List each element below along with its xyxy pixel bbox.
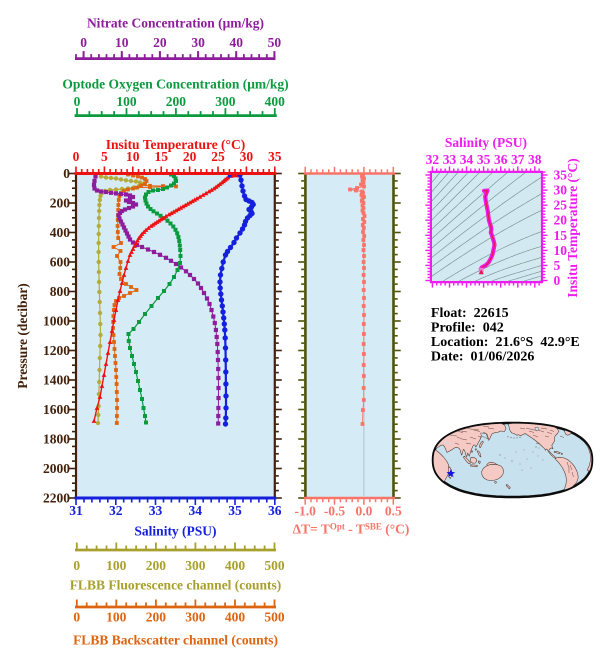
svg-text:0.0: 0.0 — [355, 504, 372, 519]
svg-text:Nitrate Concentration (μm/kg): Nitrate Concentration (μm/kg) — [87, 16, 264, 31]
svg-text:0: 0 — [80, 35, 87, 50]
svg-text:2200: 2200 — [43, 491, 70, 506]
svg-text:Pressure (decibar): Pressure (decibar) — [15, 283, 30, 389]
svg-text:100: 100 — [106, 610, 127, 625]
svg-text:34: 34 — [460, 152, 474, 167]
svg-text:Insitu Temperature (°C): Insitu Temperature (°C) — [565, 158, 580, 297]
svg-text:5: 5 — [554, 258, 561, 273]
svg-text:500: 500 — [264, 610, 285, 625]
svg-text:0: 0 — [73, 610, 80, 625]
svg-text:10: 10 — [554, 243, 568, 258]
svg-text:10: 10 — [115, 35, 129, 50]
svg-text:300: 300 — [185, 610, 206, 625]
svg-text:1000: 1000 — [43, 314, 70, 329]
svg-text:Optode Oxygen Concentration (μ: Optode Oxygen Concentration (μm/kg) — [62, 77, 288, 92]
svg-text:38: 38 — [528, 152, 542, 167]
svg-text:200: 200 — [146, 610, 167, 625]
svg-text:1200: 1200 — [43, 343, 70, 358]
svg-text:35: 35 — [554, 168, 568, 183]
svg-text:30: 30 — [191, 35, 205, 50]
svg-text:35: 35 — [477, 152, 491, 167]
svg-text:500: 500 — [264, 558, 285, 573]
svg-text:Date: 01/06/2026: Date: 01/06/2026 — [431, 350, 534, 365]
svg-text:0: 0 — [74, 94, 81, 109]
svg-text:35: 35 — [228, 503, 242, 518]
svg-text:Salinity (PSU): Salinity (PSU) — [445, 135, 527, 150]
svg-text:36: 36 — [268, 503, 282, 518]
svg-text:32: 32 — [426, 152, 440, 167]
svg-text:300: 300 — [215, 94, 236, 109]
svg-text:10: 10 — [126, 149, 140, 164]
svg-text:100: 100 — [106, 558, 127, 573]
svg-text:FLBB Fluorescence channel (cou: FLBB Fluorescence channel (counts) — [70, 578, 282, 593]
svg-text:0: 0 — [73, 558, 80, 573]
svg-text:1800: 1800 — [43, 432, 70, 447]
svg-text:32: 32 — [109, 503, 123, 518]
svg-text:0: 0 — [63, 166, 70, 181]
svg-text:200: 200 — [146, 558, 167, 573]
svg-text:200: 200 — [166, 94, 187, 109]
svg-text:-0.5: -0.5 — [324, 504, 346, 519]
svg-text:0: 0 — [554, 273, 561, 288]
svg-text:Profile: 042: Profile: 042 — [431, 321, 504, 336]
svg-text:ΔT= TOpt - TSBE (°C): ΔT= TOpt - TSBE (°C) — [293, 522, 410, 537]
svg-text:200: 200 — [50, 196, 71, 211]
svg-text:100: 100 — [116, 94, 137, 109]
svg-text:20: 20 — [153, 35, 167, 50]
svg-text:Insitu Temperature (°C): Insitu Temperature (°C) — [106, 137, 245, 152]
svg-text:34: 34 — [189, 503, 203, 518]
svg-text:20: 20 — [183, 149, 197, 164]
svg-text:20: 20 — [554, 213, 568, 228]
svg-text:400: 400 — [50, 225, 71, 240]
svg-text:300: 300 — [185, 558, 206, 573]
svg-text:36: 36 — [494, 152, 508, 167]
svg-text:Float: 22615: Float: 22615 — [431, 306, 509, 321]
svg-text:1600: 1600 — [43, 402, 70, 417]
svg-text:400: 400 — [225, 610, 246, 625]
svg-text:400: 400 — [225, 558, 246, 573]
svg-text:5: 5 — [101, 149, 108, 164]
svg-text:800: 800 — [50, 284, 71, 299]
svg-text:15: 15 — [554, 228, 568, 243]
svg-text:0: 0 — [73, 149, 80, 164]
svg-text:Salinity (PSU): Salinity (PSU) — [134, 524, 216, 539]
svg-text:-1.0: -1.0 — [295, 504, 317, 519]
svg-text:35: 35 — [268, 149, 282, 164]
svg-text:25: 25 — [211, 149, 225, 164]
svg-text:33: 33 — [443, 152, 457, 167]
svg-text:33: 33 — [149, 503, 163, 518]
svg-text:40: 40 — [229, 35, 243, 50]
svg-text:15: 15 — [154, 149, 168, 164]
svg-text:400: 400 — [265, 94, 286, 109]
svg-text:600: 600 — [50, 255, 71, 270]
svg-text:31: 31 — [69, 503, 83, 518]
svg-text:FLBB Backscatter channel (coun: FLBB Backscatter channel (counts) — [73, 633, 278, 648]
svg-text:30: 30 — [554, 183, 568, 198]
svg-text:0.5: 0.5 — [385, 504, 402, 519]
svg-text:50: 50 — [268, 35, 282, 50]
svg-text:2000: 2000 — [43, 461, 70, 476]
svg-text:1400: 1400 — [43, 373, 70, 388]
svg-text:37: 37 — [511, 152, 525, 167]
svg-text:Location: 21.6°S 42.9°E: Location: 21.6°S 42.9°E — [431, 335, 580, 350]
svg-text:30: 30 — [240, 149, 254, 164]
svg-text:25: 25 — [554, 198, 568, 213]
